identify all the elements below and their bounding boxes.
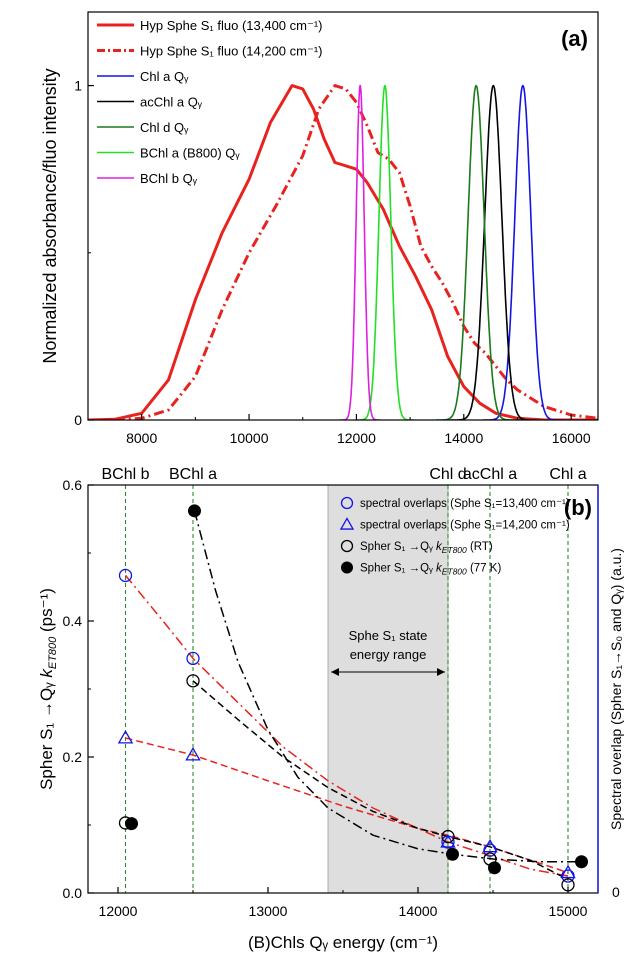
legend-label-text: Spher S₁ →Qᵧ bbox=[360, 541, 436, 553]
legend-marker-2 bbox=[339, 517, 355, 530]
fit-curve-2 bbox=[125, 737, 569, 874]
legend-label-2: Hyp Sphe S₁ fluo (14,200 cm⁻¹) bbox=[140, 44, 323, 59]
legend-label-1: spectral overlaps (Sphe S₁=13,400 cm⁻¹) bbox=[360, 498, 570, 510]
legend: spectral overlaps (Sphe S₁=13,400 cm⁻¹) s… bbox=[339, 496, 570, 577]
data-point-s2-2 bbox=[185, 747, 201, 761]
legend-label-tail: (77 K) bbox=[467, 563, 502, 575]
data-point-s1-2 bbox=[186, 651, 200, 666]
vline-label-3: Chl d bbox=[429, 466, 466, 483]
y-axis-label-unit: (ps⁻¹) bbox=[37, 588, 56, 637]
vline-label-1: BChl b bbox=[101, 466, 149, 483]
legend-label-text: spectral overlaps (Sphe S₁=14,200 cm⁻¹) bbox=[360, 520, 570, 532]
band-arrow-left-head bbox=[331, 668, 339, 676]
legend-label-tail: (RT) bbox=[467, 541, 493, 553]
legend-label-sub: ET800 bbox=[442, 545, 467, 555]
x-tick-label-12000: 12000 bbox=[99, 903, 138, 919]
panel-a: 8000 10000 12000 14000 16000 0 1 Normalized abs… bbox=[40, 11, 599, 446]
data-point-s4-2 bbox=[188, 504, 201, 518]
legend-marker-4 bbox=[341, 561, 353, 574]
legend-marker-1 bbox=[340, 496, 354, 510]
legend-label-4: acChl a Qᵧ bbox=[140, 95, 203, 110]
x-tick-label-8000: 8000 bbox=[126, 430, 157, 446]
y-tick-label-1: 1 bbox=[74, 78, 82, 94]
data-point-s2-1 bbox=[117, 730, 134, 744]
series-line-2 bbox=[114, 84, 598, 420]
legend-label-5: Chl d Qᵧ bbox=[140, 120, 189, 135]
legend-label-1: Hyp Sphe S₁ fluo (13,400 cm⁻¹) bbox=[140, 18, 323, 33]
band-label-line1: Sphe S₁ state bbox=[349, 628, 428, 643]
data-point-s3-3 bbox=[441, 829, 455, 844]
y-tick-label-0.2: 0.2 bbox=[63, 749, 83, 765]
y-axis-label-k: k bbox=[37, 668, 56, 678]
series-line-3 bbox=[482, 84, 564, 420]
fit-curve-3 bbox=[192, 680, 569, 881]
y-tick-label-0: 0 bbox=[74, 412, 82, 428]
legend: Hyp Sphe S₁ fluo (13,400 cm⁻¹) Hyp Sphe S… bbox=[97, 18, 323, 186]
legend-marker-3 bbox=[340, 539, 354, 553]
x-tick-label-14000: 14000 bbox=[399, 903, 438, 919]
legend-label-3: Spher S₁ →Qᵧ kET800 (RT) bbox=[360, 541, 493, 555]
vline-label-2: BChl a bbox=[169, 466, 217, 483]
series-line-6 bbox=[354, 84, 415, 420]
band-label-line2: energy range bbox=[350, 647, 427, 662]
legend-label-3: Chl a Qᵧ bbox=[140, 69, 189, 84]
right-axis-label: Spectral overlap (Spher S₁→S₀ and Qᵧ) (a… bbox=[608, 548, 624, 830]
series-line-4 bbox=[450, 84, 537, 420]
data-point-s4-1 bbox=[125, 817, 138, 831]
data-point-s4-5 bbox=[575, 855, 588, 869]
energy-range-band bbox=[327, 484, 449, 894]
legend-label-2: spectral overlaps (Sphe S₁=14,200 cm⁻¹) bbox=[360, 520, 570, 532]
legend-label-4: Spher S₁ →Qᵧ kET800 (77 K) bbox=[360, 563, 501, 577]
y-axis-label-sub: ET800 bbox=[47, 636, 59, 669]
y-axis-label-main: Spher S₁ →Qᵧ bbox=[37, 678, 56, 790]
y-axis-label: Spher S₁ →Qᵧ kET800 (ps⁻¹) bbox=[37, 588, 59, 790]
vline-label-4: acChl a bbox=[463, 466, 517, 483]
legend-label-sub: ET800 bbox=[442, 567, 467, 577]
data-point-s3-2 bbox=[186, 674, 200, 688]
x-tick-label-14000: 14000 bbox=[444, 430, 483, 446]
y-tick-label-0.4: 0.4 bbox=[63, 613, 83, 629]
legend-label-text: spectral overlaps (Sphe S₁=13,400 cm⁻¹) bbox=[360, 498, 570, 510]
vline-label-5: Chl a bbox=[549, 466, 586, 483]
data-point-s4-3 bbox=[446, 847, 459, 861]
x-tick-label-16000: 16000 bbox=[552, 430, 591, 446]
x-tick-label-10000: 10000 bbox=[230, 430, 269, 446]
data-point-s2-5 bbox=[560, 864, 576, 879]
x-tick-label-13000: 13000 bbox=[249, 903, 288, 919]
x-tick-label-12000: 12000 bbox=[337, 430, 376, 446]
fit-curve-1 bbox=[124, 574, 569, 877]
legend-label-7: BChl b Qᵧ bbox=[140, 171, 198, 186]
panel-label: (a) bbox=[561, 26, 588, 51]
y-tick-label-0.6: 0.6 bbox=[63, 477, 83, 493]
panel-b: Sphe S₁ state energy range BChl b BChl a Chl… bbox=[37, 466, 624, 952]
data-point-s4-4 bbox=[488, 861, 501, 875]
y-axis-label: Normalized absorbance/fluo intensity bbox=[40, 68, 60, 363]
series-line-5 bbox=[435, 84, 517, 420]
series-line-1 bbox=[88, 84, 598, 420]
legend-label-text: Spher S₁ →Qᵧ bbox=[360, 563, 436, 575]
fit-curve-4 bbox=[193, 510, 582, 863]
data-point-s2-4 bbox=[482, 838, 498, 853]
panel-a-frame bbox=[87, 11, 599, 421]
right-tick-label-0: 0 bbox=[612, 884, 620, 900]
series-line-7 bbox=[339, 84, 381, 420]
band-arrow-right-head bbox=[437, 668, 445, 676]
legend-label-k: k bbox=[436, 541, 443, 553]
legend-label-k: k bbox=[436, 563, 443, 575]
data-point-s1-1 bbox=[118, 568, 133, 583]
x-axis-label: (B)Chls Qᵧ energy (cm⁻¹) bbox=[248, 933, 438, 952]
y-tick-label-0.0: 0.0 bbox=[63, 885, 83, 901]
x-tick-label-15000: 15000 bbox=[549, 903, 588, 919]
panel-label: (b) bbox=[564, 495, 592, 520]
legend-label-6: BChl a (B800) Qᵧ bbox=[140, 146, 240, 161]
